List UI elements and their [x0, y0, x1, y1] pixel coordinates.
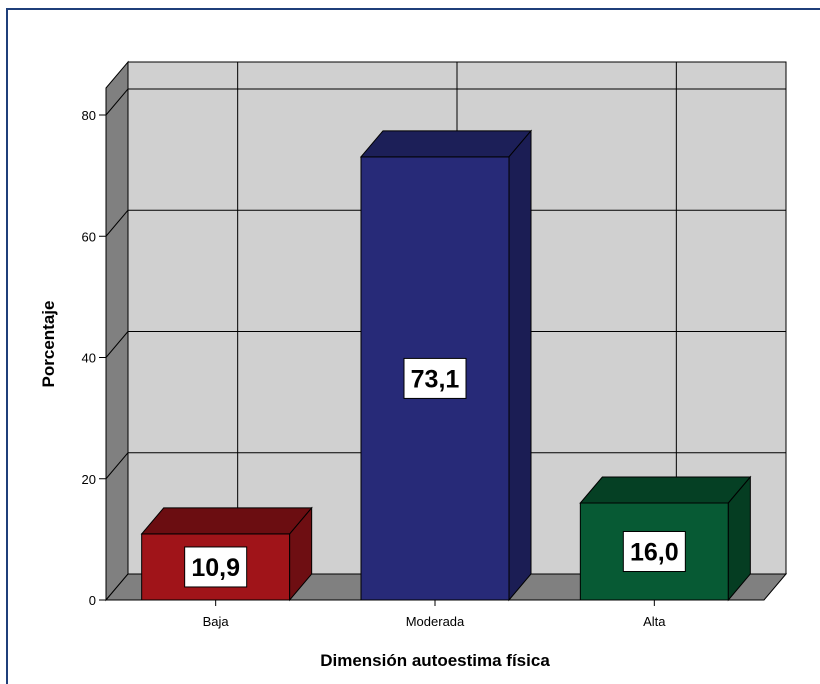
bar-top: [359, 130, 533, 158]
gridline-left-wall: [105, 452, 129, 480]
y-axis-title: Porcentaje: [39, 301, 58, 388]
data-label-box: [184, 546, 248, 588]
bar-side: [727, 475, 751, 602]
x-tick-label: Moderada: [406, 614, 465, 629]
x-tick-label: Baja: [203, 614, 230, 629]
left-wall: [105, 60, 129, 602]
gridline-left-wall: [105, 88, 129, 116]
y-tick-label: 80: [82, 108, 96, 123]
data-label-box: [403, 357, 467, 399]
x-tick-label: Alta: [643, 614, 666, 629]
bar-top: [140, 507, 313, 535]
bar-alta: [579, 475, 752, 602]
y-tick-label: 0: [89, 593, 96, 608]
gridline-left-wall: [105, 209, 129, 237]
bar-side: [289, 506, 313, 602]
y-tick-label: 20: [82, 472, 96, 487]
y-tick-label: 40: [82, 351, 96, 366]
data-label-box: [622, 531, 686, 572]
gridline-left-wall: [105, 331, 129, 358]
x-axis-title: Dimensión autoestima física: [320, 651, 550, 670]
y-tick-label: 60: [82, 229, 96, 244]
data-label: 10,9: [191, 554, 240, 582]
bar-side: [508, 129, 532, 602]
bar-top: [579, 476, 752, 504]
data-label: 16,0: [630, 539, 679, 567]
data-label: 73,1: [411, 365, 460, 393]
